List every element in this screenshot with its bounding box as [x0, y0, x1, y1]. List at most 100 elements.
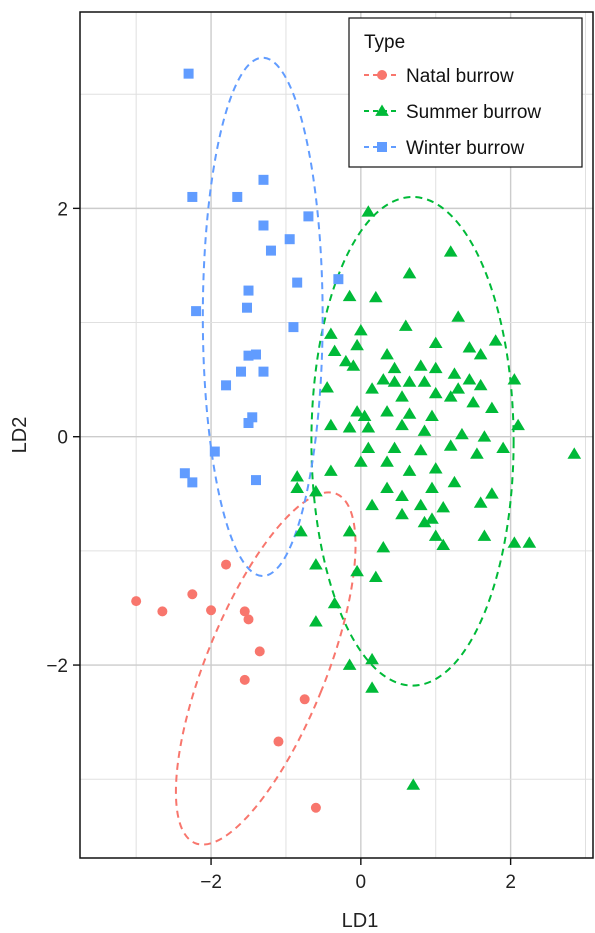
summer-burrow-point [402, 464, 417, 476]
summer-burrow-point [485, 401, 499, 414]
winter-burrow-point [265, 245, 276, 256]
summer-burrow-point [470, 447, 484, 459]
summer-burrow-point [428, 529, 443, 541]
summer-burrow-point [417, 424, 432, 436]
x-tick-label: 2 [505, 872, 516, 893]
summer-burrow-point [522, 536, 537, 548]
winter-burrow-point [258, 174, 269, 185]
summer-burrow-point [309, 615, 323, 627]
axes: −2 0 2 −2 0 2 [46, 199, 516, 893]
summer-burrow-point [327, 344, 342, 356]
summer-burrow-point [507, 373, 522, 385]
summer-burrow-point [473, 348, 488, 360]
winter-burrow-point [284, 234, 295, 245]
summer-burrow-point [402, 266, 417, 279]
legend-label-natal-burrow: Natal burrow [406, 66, 514, 87]
natal-burrow-point [131, 596, 142, 607]
legend-title: Type [364, 32, 405, 53]
summer-burrow-point [417, 515, 432, 528]
summer-burrow-point [309, 485, 323, 497]
summer-burrow-point [488, 334, 503, 346]
summer-burrow-point [567, 447, 582, 459]
summer-burrow-point [361, 205, 376, 217]
summer-burrow-point [477, 529, 492, 541]
summer-burrow-point [342, 421, 357, 433]
summer-burrow-point [350, 405, 364, 417]
summer-burrow-point [428, 386, 443, 399]
summer-burrow-point [342, 658, 357, 670]
summer-burrow-point [380, 481, 394, 493]
winter-burrow-point [247, 412, 258, 423]
summer-burrow-point [365, 652, 379, 665]
x-tick-label: 0 [356, 872, 367, 893]
winter-burrow-point [258, 366, 269, 377]
summer-burrow-point [365, 498, 379, 511]
ellipse-natal-burrow [174, 491, 357, 846]
legend-label-summer-burrow: Summer burrow [406, 102, 541, 123]
legend-marker-natal-burrow [377, 70, 387, 80]
summer-burrow-point [380, 405, 394, 417]
summer-burrow-point [436, 538, 451, 551]
summer-burrow-point [413, 498, 428, 511]
summer-burrow-point [376, 373, 391, 385]
winter-burrow-point [243, 285, 254, 296]
summer-burrow-point [395, 507, 409, 520]
data-points [131, 68, 582, 813]
winter-burrow-point [236, 366, 247, 377]
winter-burrow-point [292, 277, 303, 288]
summer-burrow-point [451, 310, 466, 322]
summer-burrow-point [473, 496, 488, 508]
x-tick-label: −2 [200, 872, 222, 893]
summer-burrow-point [507, 536, 522, 548]
winter-burrow-point [187, 477, 198, 488]
summer-burrow-point [365, 681, 379, 693]
summer-burrow-point [428, 462, 443, 474]
y-tick-label: 2 [57, 199, 68, 220]
summer-burrow-point [413, 443, 428, 456]
summer-burrow-point [455, 427, 469, 440]
summer-burrow-point [451, 382, 466, 394]
summer-burrow-point [395, 489, 409, 501]
ellipse-winter-burrow [201, 56, 324, 577]
winter-burrow-point [250, 475, 261, 486]
summer-burrow-point [324, 464, 338, 476]
ellipse-summer-burrow [310, 195, 515, 687]
natal-burrow-point [157, 606, 168, 617]
summer-burrow-point [346, 359, 361, 371]
natal-burrow-point [254, 646, 265, 657]
summer-burrow-point [443, 390, 458, 402]
summer-burrow-point [402, 375, 417, 387]
legend-marker-summer-burrow [375, 104, 389, 116]
summer-burrow-point [477, 430, 492, 442]
summer-burrow-point [342, 289, 357, 302]
summer-burrow-point [339, 354, 353, 367]
summer-burrow-point [395, 418, 409, 431]
winter-burrow-point [333, 274, 344, 285]
summer-burrow-point [327, 596, 342, 609]
winter-burrow-point [232, 191, 243, 202]
legend-marker-winter-burrow [377, 142, 387, 152]
y-tick-label: −2 [46, 656, 68, 677]
summer-burrow-point [447, 475, 462, 488]
winter-burrow-point [250, 349, 261, 360]
summer-burrow-point [402, 407, 417, 419]
summer-burrow-point [447, 367, 462, 379]
winter-burrow-point [183, 68, 194, 79]
summer-burrow-point [350, 338, 364, 351]
winter-burrow-point [243, 418, 254, 429]
summer-burrow-point [365, 382, 379, 394]
summer-burrow-point [462, 341, 477, 353]
summer-burrow-point [290, 470, 305, 482]
natal-burrow-point [221, 559, 232, 570]
x-axis-title: LD1 [342, 910, 379, 932]
winter-burrow-point [258, 220, 269, 231]
summer-burrow-point [380, 455, 394, 467]
y-tick-label: 0 [57, 428, 68, 449]
summer-burrow-point [417, 375, 432, 387]
summer-burrow-point [511, 418, 525, 431]
natal-burrow-point [243, 614, 254, 625]
summer-burrow-point [357, 409, 372, 422]
summer-burrow-point [361, 441, 376, 454]
summer-burrow-point [368, 290, 383, 303]
